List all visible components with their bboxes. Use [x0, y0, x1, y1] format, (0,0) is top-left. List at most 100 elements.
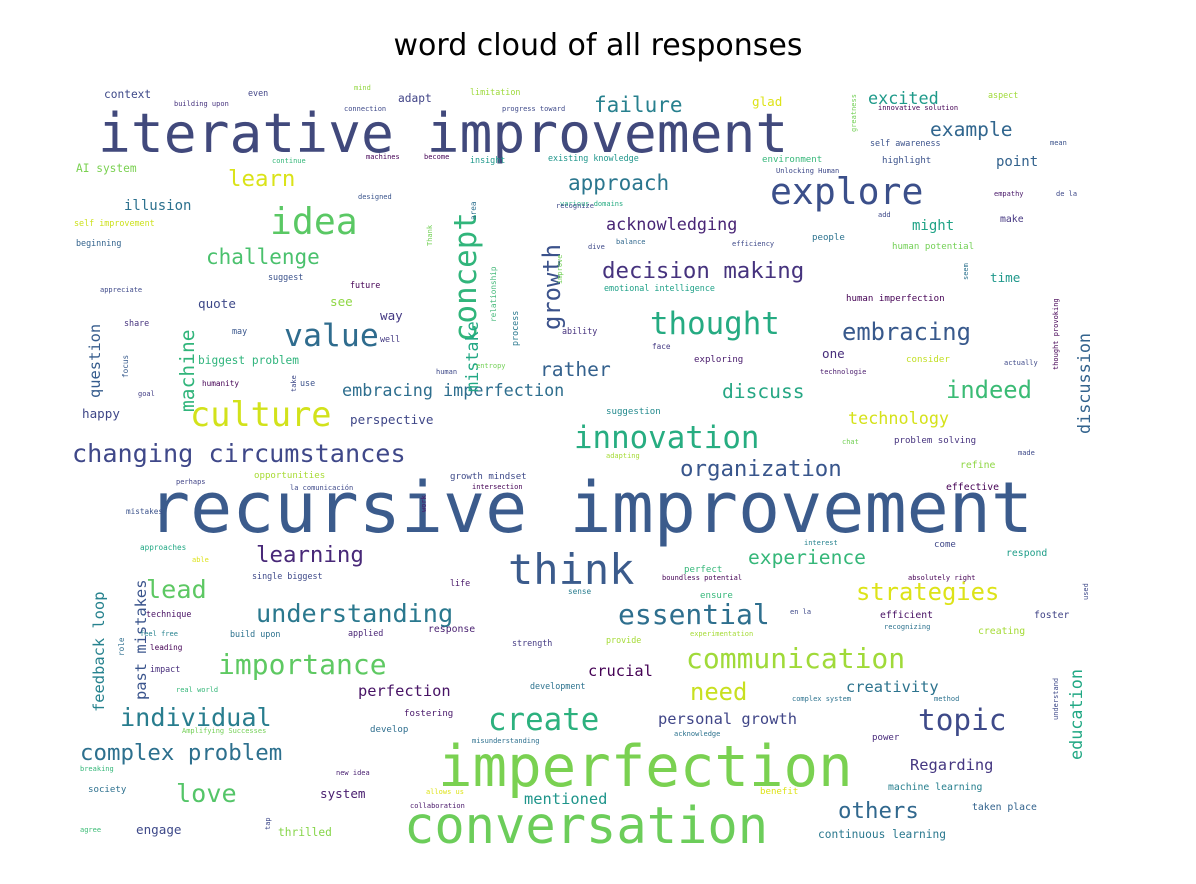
word-56: illusion	[124, 198, 191, 214]
word-107: insight	[470, 155, 505, 165]
word-158: empathy	[994, 190, 1024, 198]
word-129: leading	[150, 643, 182, 652]
word-85: response	[428, 624, 475, 635]
word-37: experience	[748, 546, 866, 569]
word-91: fostering	[404, 709, 453, 719]
word-62: see	[330, 294, 353, 309]
word-185: entropy	[476, 362, 506, 370]
word-187: add	[878, 211, 891, 219]
word-13: topic	[918, 703, 1006, 737]
word-49: creativity	[846, 678, 939, 696]
word-87: ensure	[700, 591, 733, 601]
word-27: love	[176, 779, 237, 808]
word-108: limitation	[470, 87, 520, 97]
word-83: foster	[1034, 610, 1069, 621]
word-46: education	[1066, 669, 1086, 760]
word-76: make	[1000, 214, 1024, 225]
word-35: challenge	[206, 245, 320, 269]
word-192: greatness	[850, 94, 858, 132]
word-30: strategies	[856, 578, 999, 606]
word-135: sense	[568, 587, 592, 596]
word-190: recognize	[556, 202, 594, 210]
word-179: able	[192, 556, 209, 564]
word-126: technique	[146, 609, 191, 619]
word-65: happy	[82, 406, 120, 421]
word-130: impact	[150, 664, 180, 674]
word-60: time	[990, 270, 1020, 285]
word-34: failure	[594, 93, 683, 117]
word-50: perfection	[358, 682, 451, 700]
word-67: system	[320, 786, 366, 801]
word-79: respond	[1006, 548, 1047, 559]
word-15: communication	[686, 642, 905, 675]
word-31: others	[838, 798, 919, 824]
word-59: point	[996, 154, 1038, 170]
word-196: take	[290, 375, 298, 392]
word-9: concept	[448, 212, 484, 342]
word-114: may	[232, 326, 247, 336]
word-122: area	[469, 201, 478, 220]
word-48: personal growth	[658, 710, 797, 728]
word-133: development	[530, 681, 585, 691]
word-21: indeed	[946, 376, 1032, 404]
word-106: existing knowledge	[548, 153, 639, 163]
word-147: misunderstanding	[472, 737, 539, 745]
word-144: real world	[176, 686, 218, 694]
word-174: recognizing	[884, 623, 930, 631]
word-140: face	[652, 342, 671, 351]
word-139: humanity	[202, 379, 239, 388]
word-194: Thank	[426, 224, 434, 246]
word-98: consider	[906, 355, 950, 365]
word-172: boundless potential	[662, 574, 742, 582]
word-109: aspect	[988, 90, 1018, 100]
word-150: goal	[138, 390, 155, 398]
chart-title: word cloud of all responses	[393, 28, 803, 63]
word-32: learn	[228, 166, 295, 192]
word-164: efficiency	[732, 240, 774, 248]
word-2: imperfection	[438, 733, 853, 800]
word-17: changing circumstances	[72, 439, 406, 468]
word-0: recursive improvement	[148, 467, 1033, 549]
word-153: designed	[358, 193, 392, 201]
word-165: Amplifying Successes	[182, 727, 266, 735]
word-115: future	[350, 280, 380, 290]
word-97: exploring	[694, 355, 743, 365]
word-189: en la	[790, 608, 811, 616]
word-7: culture	[190, 395, 332, 434]
word-142: interest	[804, 539, 838, 547]
word-90: develop	[370, 725, 408, 735]
word-188: de la	[1056, 190, 1077, 198]
word-3: conversation	[404, 796, 768, 855]
word-82: efficient	[880, 610, 933, 621]
word-54: past mistakes	[132, 580, 150, 700]
word-195: seem	[962, 263, 970, 280]
word-116: well	[380, 334, 400, 344]
word-199: used	[1082, 583, 1090, 600]
word-171: la comunicación	[290, 484, 353, 492]
word-16: importance	[218, 648, 387, 681]
word-103: environment	[762, 155, 822, 165]
word-47: discussion	[1074, 333, 1094, 434]
word-55: mentioned	[524, 790, 607, 808]
word-156: balance	[616, 238, 646, 246]
word-112: beginning	[76, 238, 121, 248]
word-105: self awareness	[870, 138, 941, 148]
word-149: perhaps	[176, 478, 206, 486]
word-151: building upon	[174, 100, 229, 108]
word-88: come	[934, 540, 956, 550]
word-99: human imperfection	[846, 294, 945, 304]
word-101: human potential	[892, 242, 974, 252]
word-193: improve	[556, 254, 564, 284]
word-181: Unlocking Human	[776, 167, 839, 175]
word-92: society	[88, 785, 127, 795]
word-52: crucial	[588, 662, 653, 680]
word-39: machine	[176, 329, 199, 412]
word-198: understand	[1052, 678, 1060, 720]
word-123: use	[300, 378, 315, 388]
word-119: ability	[562, 326, 597, 336]
word-125: role	[117, 637, 126, 656]
word-169: adapting	[606, 452, 640, 460]
word-182: chat	[842, 438, 859, 446]
word-64: perspective	[350, 412, 433, 427]
word-69: thrilled	[278, 826, 332, 839]
